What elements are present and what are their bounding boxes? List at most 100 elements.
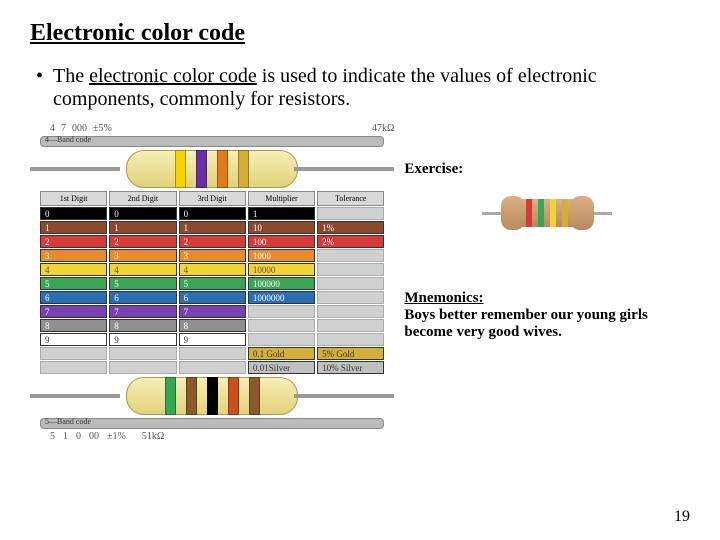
table-row: 6661000000 [40,291,384,304]
table-row: 999 [40,333,384,346]
tolerance-cell: 1% [317,221,384,234]
color-band [238,150,249,188]
header-label: 4—Band code [45,135,91,144]
page-number: 19 [674,508,690,526]
table-row: 44410000 [40,263,384,276]
digit-cell: 6 [179,291,246,304]
table-row: 0001 [40,207,384,220]
bullet-dot: • [36,65,43,111]
multiplier-cell: 10000 [248,263,315,276]
table-row: 0.1 Gold5% Gold [40,347,384,360]
color-table: 0001111101%2221002%333100044410000555100… [40,207,384,374]
digit: 000 [72,123,87,134]
digit: 1 [63,431,68,442]
color-band [207,377,218,415]
resistor-5band [30,374,394,418]
mnemonics-heading: Mnemonics: [404,290,690,307]
bottom-code-readout: 5 1 0 00 ±1% 51kΩ [50,431,394,442]
header-label: 5—Band code [45,417,91,426]
digit-cell: 4 [109,263,176,276]
tolerance: ±1% [107,431,126,442]
color-code-diagram: 4 7 000 ±5% 47kΩ 4—Band code 1st Digit2n… [30,121,394,442]
digit-cell: 6 [109,291,176,304]
multiplier-cell: 1 [248,207,315,220]
digit-cell: 1 [109,221,176,234]
resistor-body [505,199,590,227]
tolerance-cell: 2% [317,235,384,248]
digit-cell [179,361,246,374]
tolerance: ±5% [93,123,112,134]
tolerance-cell [317,305,384,318]
exercise-heading: Exercise: [404,161,690,178]
tolerance-cell: 10% Silver [317,361,384,374]
digit-cell [109,347,176,360]
digit-cell: 9 [109,333,176,346]
lead [30,167,120,171]
bulb [501,196,525,230]
table-row: 2221002% [40,235,384,248]
color-band [550,199,556,227]
column-header: Tolerance [317,191,384,206]
digit-cell: 0 [40,207,107,220]
tolerance-cell [317,249,384,262]
digit-cell: 2 [109,235,176,248]
digit: 00 [89,431,99,442]
bullet-text: The electronic color code is used to ind… [53,65,690,111]
top-code-readout: 4 7 000 ±5% 47kΩ [50,123,394,134]
digit: 4 [50,123,55,134]
multiplier-cell [248,333,315,346]
color-band [228,377,239,415]
digit-cell [109,361,176,374]
multiplier-cell: 100000 [248,277,315,290]
resistor-4band [30,147,394,191]
column-headers: 1st Digit2nd Digit3rd DigitMultiplierTol… [40,191,384,206]
digit-cell: 4 [179,263,246,276]
tolerance-cell [317,263,384,276]
digit-cell: 0 [109,207,176,220]
digit-cell [40,361,107,374]
multiplier-cell: 0.1 Gold [248,347,315,360]
lead [30,394,120,398]
digit-cell: 5 [40,277,107,290]
multiplier-cell: 100 [248,235,315,248]
bullet-underlined: electronic color code [89,65,257,87]
tolerance-cell: 5% Gold [317,347,384,360]
digit-cell: 3 [109,249,176,262]
mnemonics-text: Boys better remember our young girls bec… [404,307,690,341]
column-header: 1st Digit [40,191,107,206]
digit-cell: 8 [179,319,246,332]
color-band [217,150,228,188]
lead [294,394,394,398]
color-band [538,199,544,227]
digit-cell: 9 [179,333,246,346]
bullet: • The electronic color code is used to i… [30,65,690,111]
digit-cell: 3 [179,249,246,262]
value: 51kΩ [142,431,164,442]
table-row: 0.01Silver10% Silver [40,361,384,374]
exercise-resistor [404,196,690,230]
tolerance-cell [317,207,384,220]
multiplier-cell: 1000000 [248,291,315,304]
table-row: 3331000 [40,249,384,262]
tolerance-cell [317,319,384,332]
digit: 7 [61,123,66,134]
digit-cell: 7 [40,305,107,318]
color-band [249,377,260,415]
multiplier-cell: 0.01Silver [248,361,315,374]
color-band [186,377,197,415]
bullet-lead: The [53,65,89,87]
color-band [175,150,186,188]
resistor-body [126,150,298,188]
column-header: Multiplier [248,191,315,206]
digit-cell: 8 [40,319,107,332]
table-row: 555100000 [40,277,384,290]
digit: 5 [50,431,55,442]
multiplier-cell [248,305,315,318]
column-header: 3rd Digit [179,191,246,206]
color-band [562,199,568,227]
value: 47kΩ [372,123,394,134]
digit-cell: 2 [40,235,107,248]
header-5band: 5—Band code [40,418,384,429]
digit-cell: 8 [109,319,176,332]
multiplier-cell: 1000 [248,249,315,262]
